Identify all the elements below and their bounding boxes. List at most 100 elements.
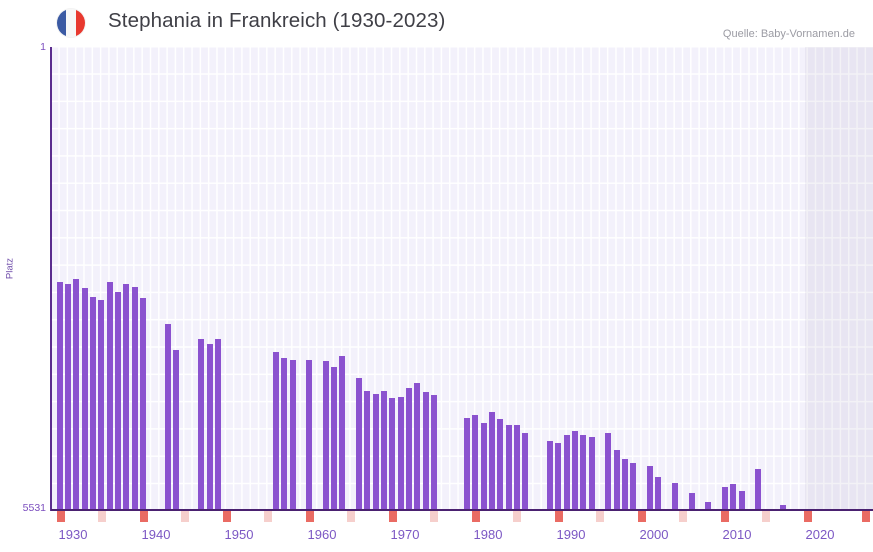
bar-1931[interactable] bbox=[65, 284, 71, 510]
x-axis-label-1970: 1970 bbox=[390, 527, 420, 542]
x-axis-label-1960: 1960 bbox=[307, 527, 337, 542]
bar-1937[interactable] bbox=[115, 292, 121, 510]
bar-1940[interactable] bbox=[140, 298, 146, 510]
chart-header: Stephania in Frankreich (1930-2023) Quel… bbox=[0, 0, 873, 44]
x-tick-marker-major bbox=[223, 511, 231, 522]
bar-1993[interactable] bbox=[580, 435, 586, 510]
bar-1936[interactable] bbox=[107, 282, 113, 510]
france-flag-icon bbox=[57, 9, 85, 37]
x-tick-marker-minor bbox=[98, 511, 106, 522]
x-axis-label-1930: 1930 bbox=[58, 527, 88, 542]
x-axis-label-1980: 1980 bbox=[473, 527, 503, 542]
x-tick-marker-major bbox=[472, 511, 480, 522]
bar-1935[interactable] bbox=[98, 300, 104, 510]
bar-1968[interactable] bbox=[373, 394, 379, 510]
bar-1973[interactable] bbox=[414, 383, 420, 510]
bar-1939[interactable] bbox=[132, 287, 138, 510]
bar-1958[interactable] bbox=[290, 360, 296, 510]
bar-1975[interactable] bbox=[431, 395, 437, 510]
bar-1983[interactable] bbox=[497, 419, 503, 510]
bar-1944[interactable] bbox=[173, 350, 179, 510]
bar-1947[interactable] bbox=[198, 339, 204, 510]
bar-1980[interactable] bbox=[472, 415, 478, 510]
bar-1970[interactable] bbox=[389, 398, 395, 510]
x-tick-marker-minor bbox=[762, 511, 770, 522]
bar-1962[interactable] bbox=[323, 361, 329, 510]
bar-1949[interactable] bbox=[215, 339, 221, 510]
bar-1932[interactable] bbox=[73, 279, 79, 510]
bar-1979[interactable] bbox=[464, 418, 470, 510]
y-axis-bottom-label: 5531 bbox=[22, 502, 46, 514]
x-tick-marker-minor bbox=[181, 511, 189, 522]
bar-1967[interactable] bbox=[364, 391, 370, 510]
x-tick-marker-major bbox=[555, 511, 563, 522]
x-axis-label-2000: 2000 bbox=[639, 527, 669, 542]
bar-1992[interactable] bbox=[572, 431, 578, 510]
x-tick-marker-minor bbox=[347, 511, 355, 522]
bar-1989[interactable] bbox=[547, 441, 553, 510]
bar-1956[interactable] bbox=[273, 352, 279, 510]
bar-2014[interactable] bbox=[755, 469, 761, 510]
bar-1974[interactable] bbox=[423, 392, 429, 510]
x-tick-marker-major bbox=[389, 511, 397, 522]
bar-1971[interactable] bbox=[398, 397, 404, 510]
bar-1998[interactable] bbox=[622, 459, 628, 510]
bar-1991[interactable] bbox=[564, 435, 570, 510]
x-tick-marker-major bbox=[57, 511, 65, 522]
x-tick-marker-major bbox=[638, 511, 646, 522]
x-tick-marker-major bbox=[804, 511, 812, 522]
future-shaded-region bbox=[805, 47, 873, 510]
x-axis-label-1990: 1990 bbox=[556, 527, 586, 542]
x-tick-marker-minor bbox=[430, 511, 438, 522]
bar-1966[interactable] bbox=[356, 378, 362, 510]
bar-1960[interactable] bbox=[306, 360, 312, 510]
y-axis-line bbox=[50, 47, 52, 511]
bar-1948[interactable] bbox=[207, 344, 213, 510]
bar-1930[interactable] bbox=[57, 282, 63, 510]
bar-1994[interactable] bbox=[589, 437, 595, 510]
bar-2006[interactable] bbox=[689, 493, 695, 510]
bar-2004[interactable] bbox=[672, 483, 678, 510]
x-axis-label-1940: 1940 bbox=[141, 527, 171, 542]
bar-1999[interactable] bbox=[630, 463, 636, 510]
bar-1982[interactable] bbox=[489, 412, 495, 510]
x-tick-marker-minor bbox=[596, 511, 604, 522]
bar-1963[interactable] bbox=[331, 367, 337, 510]
bar-1964[interactable] bbox=[339, 356, 345, 510]
x-tick-marker-major bbox=[306, 511, 314, 522]
x-axis-label-1950: 1950 bbox=[224, 527, 254, 542]
plot-area bbox=[51, 47, 873, 510]
bar-1969[interactable] bbox=[381, 391, 387, 510]
bar-1933[interactable] bbox=[82, 288, 88, 510]
bar-1981[interactable] bbox=[481, 423, 487, 510]
bar-2017[interactable] bbox=[780, 505, 786, 510]
bar-1986[interactable] bbox=[522, 433, 528, 510]
bar-1934[interactable] bbox=[90, 297, 96, 510]
bar-2008[interactable] bbox=[705, 502, 711, 510]
bar-1984[interactable] bbox=[506, 425, 512, 510]
source-attribution: Quelle: Baby-Vornamen.de bbox=[722, 28, 855, 40]
y-axis-title: Platz bbox=[4, 257, 16, 280]
bar-2002[interactable] bbox=[655, 477, 661, 510]
x-tick-marker-major bbox=[721, 511, 729, 522]
bar-2011[interactable] bbox=[730, 484, 736, 510]
x-tick-marker-minor bbox=[679, 511, 687, 522]
x-tick-marker-minor bbox=[513, 511, 521, 522]
bar-1997[interactable] bbox=[614, 450, 620, 510]
bar-1943[interactable] bbox=[165, 324, 171, 510]
bar-1938[interactable] bbox=[123, 284, 129, 510]
bar-1990[interactable] bbox=[555, 443, 561, 510]
bar-2012[interactable] bbox=[739, 491, 745, 510]
bar-2010[interactable] bbox=[722, 487, 728, 510]
bar-2001[interactable] bbox=[647, 466, 653, 510]
x-tick-marker-major bbox=[862, 511, 870, 522]
bar-1996[interactable] bbox=[605, 433, 611, 510]
x-axis-label-2010: 2010 bbox=[722, 527, 752, 542]
bar-1957[interactable] bbox=[281, 358, 287, 510]
y-axis-top-label: 1 bbox=[40, 41, 46, 53]
x-tick-marker-minor bbox=[264, 511, 272, 522]
bar-1985[interactable] bbox=[514, 425, 520, 510]
bar-1972[interactable] bbox=[406, 388, 412, 510]
x-axis-label-2020: 2020 bbox=[805, 527, 835, 542]
